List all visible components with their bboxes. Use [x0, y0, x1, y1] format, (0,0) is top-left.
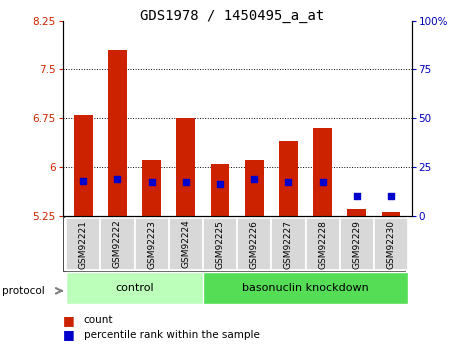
FancyBboxPatch shape: [272, 218, 306, 270]
Bar: [347, 209, 366, 216]
Bar: [74, 115, 93, 216]
FancyBboxPatch shape: [66, 272, 203, 304]
Bar: [108, 50, 127, 216]
Text: GSM92226: GSM92226: [250, 220, 259, 268]
Text: GSM92230: GSM92230: [386, 219, 396, 269]
Text: percentile rank within the sample: percentile rank within the sample: [84, 330, 259, 339]
Bar: [176, 118, 195, 216]
Bar: [279, 141, 298, 216]
Point: [285, 180, 292, 185]
Text: GSM92229: GSM92229: [352, 220, 361, 268]
FancyBboxPatch shape: [66, 218, 100, 270]
FancyBboxPatch shape: [306, 218, 340, 270]
Bar: [211, 164, 229, 216]
Text: control: control: [115, 283, 154, 293]
Point: [387, 193, 395, 199]
FancyBboxPatch shape: [100, 218, 134, 270]
FancyBboxPatch shape: [237, 218, 272, 270]
FancyBboxPatch shape: [203, 218, 237, 270]
Text: basonuclin knockdown: basonuclin knockdown: [242, 283, 369, 293]
Text: GSM92223: GSM92223: [147, 220, 156, 268]
Point: [114, 176, 121, 181]
Bar: [245, 160, 264, 216]
Text: GSM92227: GSM92227: [284, 220, 293, 268]
Point: [148, 180, 155, 185]
FancyBboxPatch shape: [169, 218, 203, 270]
FancyBboxPatch shape: [340, 218, 374, 270]
Bar: [382, 213, 400, 216]
FancyBboxPatch shape: [134, 218, 169, 270]
Text: protocol: protocol: [2, 286, 45, 296]
FancyBboxPatch shape: [374, 218, 408, 270]
Text: count: count: [84, 315, 113, 325]
Point: [80, 178, 87, 183]
Point: [319, 180, 326, 185]
Text: GSM92221: GSM92221: [79, 220, 88, 268]
Point: [251, 176, 258, 181]
Text: GSM92228: GSM92228: [318, 220, 327, 268]
Text: ■: ■: [63, 314, 74, 327]
Text: ■: ■: [63, 328, 74, 341]
Point: [353, 193, 360, 199]
Point: [182, 180, 190, 185]
Text: GSM92222: GSM92222: [113, 220, 122, 268]
Bar: [313, 128, 332, 216]
Point: [216, 182, 224, 187]
Bar: [142, 160, 161, 216]
Text: GSM92225: GSM92225: [216, 220, 225, 268]
Text: GDS1978 / 1450495_a_at: GDS1978 / 1450495_a_at: [140, 9, 325, 23]
FancyBboxPatch shape: [203, 272, 408, 304]
Text: GSM92224: GSM92224: [181, 220, 190, 268]
